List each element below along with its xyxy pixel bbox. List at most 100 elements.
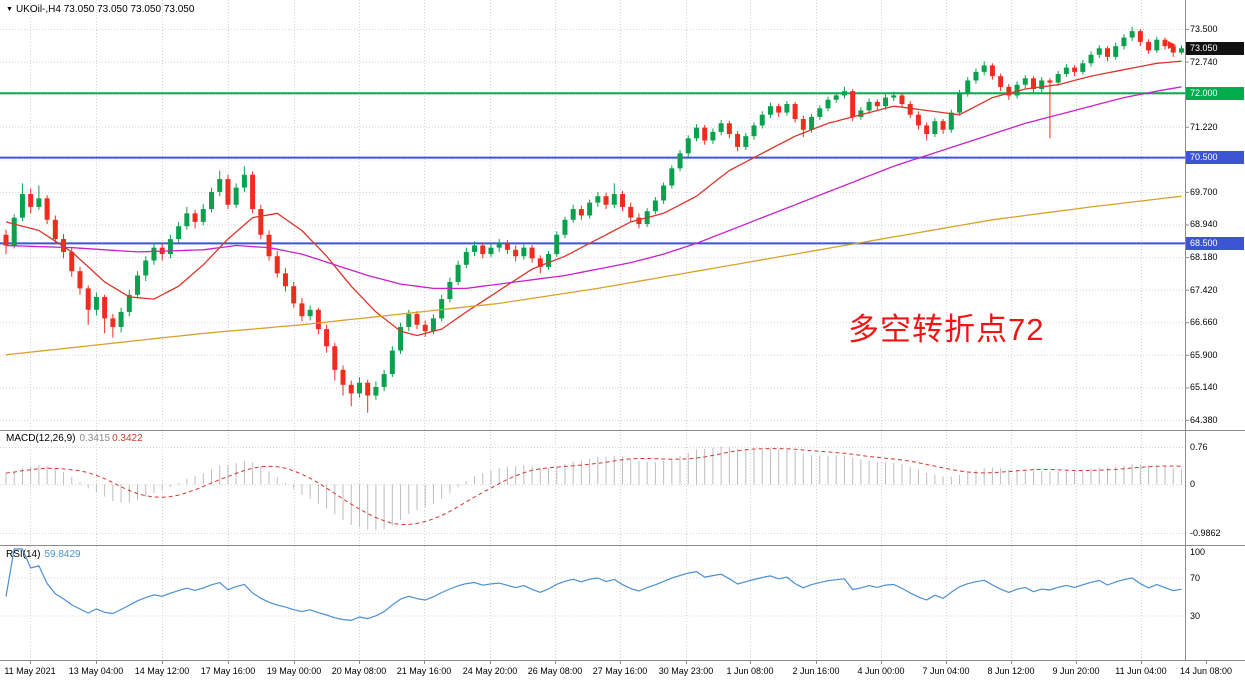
- symbol-dropdown-icon[interactable]: ▼: [6, 6, 13, 13]
- candle-body: [1104, 48, 1110, 57]
- candle-body: [891, 95, 897, 98]
- time-axis-label: 13 May 04:00: [68, 666, 124, 676]
- candle-body: [126, 294, 132, 312]
- candle-body: [356, 382, 362, 394]
- candle-body: [1063, 67, 1069, 75]
- candle-body: [800, 119, 806, 130]
- candle-body: [496, 243, 502, 248]
- candle-body: [1162, 39, 1168, 47]
- time-axis-label: 14 Jun 08:00: [1179, 666, 1233, 676]
- candle-body: [529, 247, 535, 259]
- candle-body: [1121, 37, 1127, 47]
- macd-signal-line: [5, 448, 1182, 525]
- candle-body: [291, 286, 297, 304]
- candle-body: [307, 309, 313, 317]
- candle-body: [841, 91, 847, 96]
- macd-histogram: [5, 446, 1182, 531]
- time-axis-label: 14 May 12:00: [134, 666, 190, 676]
- candle-body: [850, 91, 856, 117]
- candle-body: [1096, 48, 1102, 55]
- price-axis-label: 64.380: [1190, 414, 1218, 425]
- candle-body: [381, 374, 387, 387]
- time-axis-label: 27 May 16:00: [592, 666, 648, 676]
- candle-body: [455, 264, 461, 282]
- ma-slow-line: [5, 195, 1182, 356]
- candle-body: [44, 198, 50, 220]
- candle-body: [1047, 80, 1053, 83]
- candle-body: [924, 125, 930, 135]
- candle-body: [809, 116, 815, 130]
- time-axis-label: 11 Jun 04:00: [1115, 666, 1167, 676]
- time-axis-label: 2 Jun 16:00: [792, 666, 840, 676]
- candle-body: [652, 200, 658, 212]
- macd-signal-value: 0.3422: [112, 433, 143, 444]
- candle-body: [340, 369, 346, 385]
- candle-body: [233, 187, 239, 205]
- candle-body: [513, 249, 519, 257]
- candle-body: [669, 168, 675, 186]
- candle-body: [110, 318, 116, 327]
- candle-body: [36, 198, 42, 207]
- candle-body: [981, 65, 987, 72]
- candle-body: [989, 65, 995, 77]
- candle-body: [1129, 31, 1135, 38]
- candle-body: [1170, 46, 1176, 53]
- price-axis-label: 66.660: [1190, 317, 1218, 328]
- time-axis-label: 30 May 23:00: [658, 666, 714, 676]
- price-axis-label: 73.500: [1190, 24, 1218, 34]
- candle-body: [546, 254, 552, 267]
- candle-body: [858, 110, 864, 117]
- candle-body: [874, 101, 880, 107]
- rsi-axis-label: 70: [1190, 572, 1201, 583]
- candle-body: [93, 296, 99, 310]
- candle-body: [603, 196, 609, 205]
- candle-body: [1088, 54, 1094, 64]
- candle-body: [776, 106, 782, 113]
- candle-body: [570, 209, 576, 220]
- candle-body: [1154, 39, 1160, 51]
- ma-fast-line: [5, 60, 1182, 337]
- candle-body: [406, 314, 412, 327]
- candle-body: [422, 324, 428, 332]
- price-badge-72.000: 72.000: [1186, 86, 1244, 100]
- candle-body: [209, 191, 214, 210]
- candle-body: [250, 174, 256, 210]
- candle-body: [176, 226, 182, 240]
- candle-body: [1137, 31, 1143, 42]
- price-axis-label: 68.940: [1190, 219, 1218, 230]
- candle-body: [784, 104, 790, 113]
- candle-body: [472, 245, 478, 252]
- candle-body: [102, 296, 108, 319]
- candle-body: [69, 251, 75, 272]
- time-axis-label: 4 Jun 00:00: [857, 666, 905, 676]
- chart-text-annotation[interactable]: 多空转折点72: [848, 312, 1045, 347]
- price-axis-label: 71.220: [1190, 121, 1218, 132]
- candle-body: [767, 106, 773, 115]
- time-axis-label: 17 May 16:00: [200, 666, 256, 676]
- candle-body: [751, 125, 757, 137]
- candle-body: [735, 134, 741, 147]
- candle-body: [348, 384, 354, 394]
- candle-body: [907, 104, 913, 115]
- candle-body: [825, 99, 831, 109]
- candle-body: [1039, 80, 1045, 90]
- candle-body: [19, 194, 25, 218]
- candle-body: [184, 213, 190, 227]
- candle-body: [940, 121, 946, 130]
- candle-body: [11, 217, 17, 246]
- candle-body: [135, 275, 141, 295]
- time-axis-label: 20 May 08:00: [331, 666, 387, 676]
- price-axis-label: 72.740: [1190, 56, 1218, 67]
- macd-indicator-label: MACD(12,26,9) 0.3415 0.3422: [6, 433, 143, 444]
- ma-mid-line: [5, 86, 1182, 290]
- candle-body: [1072, 67, 1078, 72]
- price-badge-68.500: 68.500: [1186, 236, 1244, 250]
- candle-body: [3, 234, 9, 246]
- candle-body: [266, 234, 272, 257]
- candle-body: [866, 101, 872, 111]
- panel-separators: [0, 0, 1245, 664]
- candle-body: [973, 71, 979, 81]
- candle-body: [726, 123, 732, 135]
- candle-body: [611, 194, 617, 205]
